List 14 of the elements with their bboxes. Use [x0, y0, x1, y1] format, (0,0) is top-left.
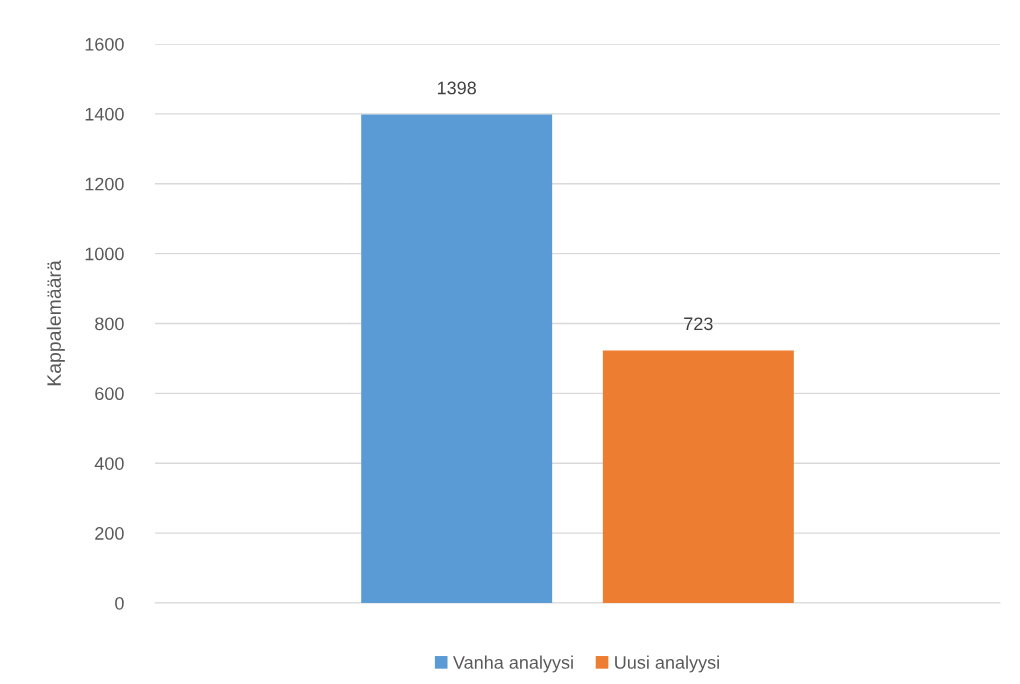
- data-label: 1398: [437, 81, 476, 95]
- y-tick-label: 1000: [85, 247, 124, 261]
- legend-label: Vanha analyysi: [453, 655, 573, 673]
- y-tick-label: 1200: [85, 177, 124, 191]
- legend-label: Uusi analyysi: [615, 655, 719, 673]
- y-tick-label: 1400: [85, 107, 124, 121]
- y-tick-label: 600: [95, 387, 124, 401]
- y-axis-title: Kappalemäärä: [46, 260, 65, 386]
- y-tick-label: 400: [94, 457, 124, 470]
- data-label: 723: [684, 317, 713, 331]
- y-tick-label: 1600: [85, 37, 124, 51]
- y-tick-label: 200: [95, 527, 124, 540]
- y-tick-label: 800: [95, 317, 124, 331]
- y-tick-label: 0: [115, 596, 124, 610]
